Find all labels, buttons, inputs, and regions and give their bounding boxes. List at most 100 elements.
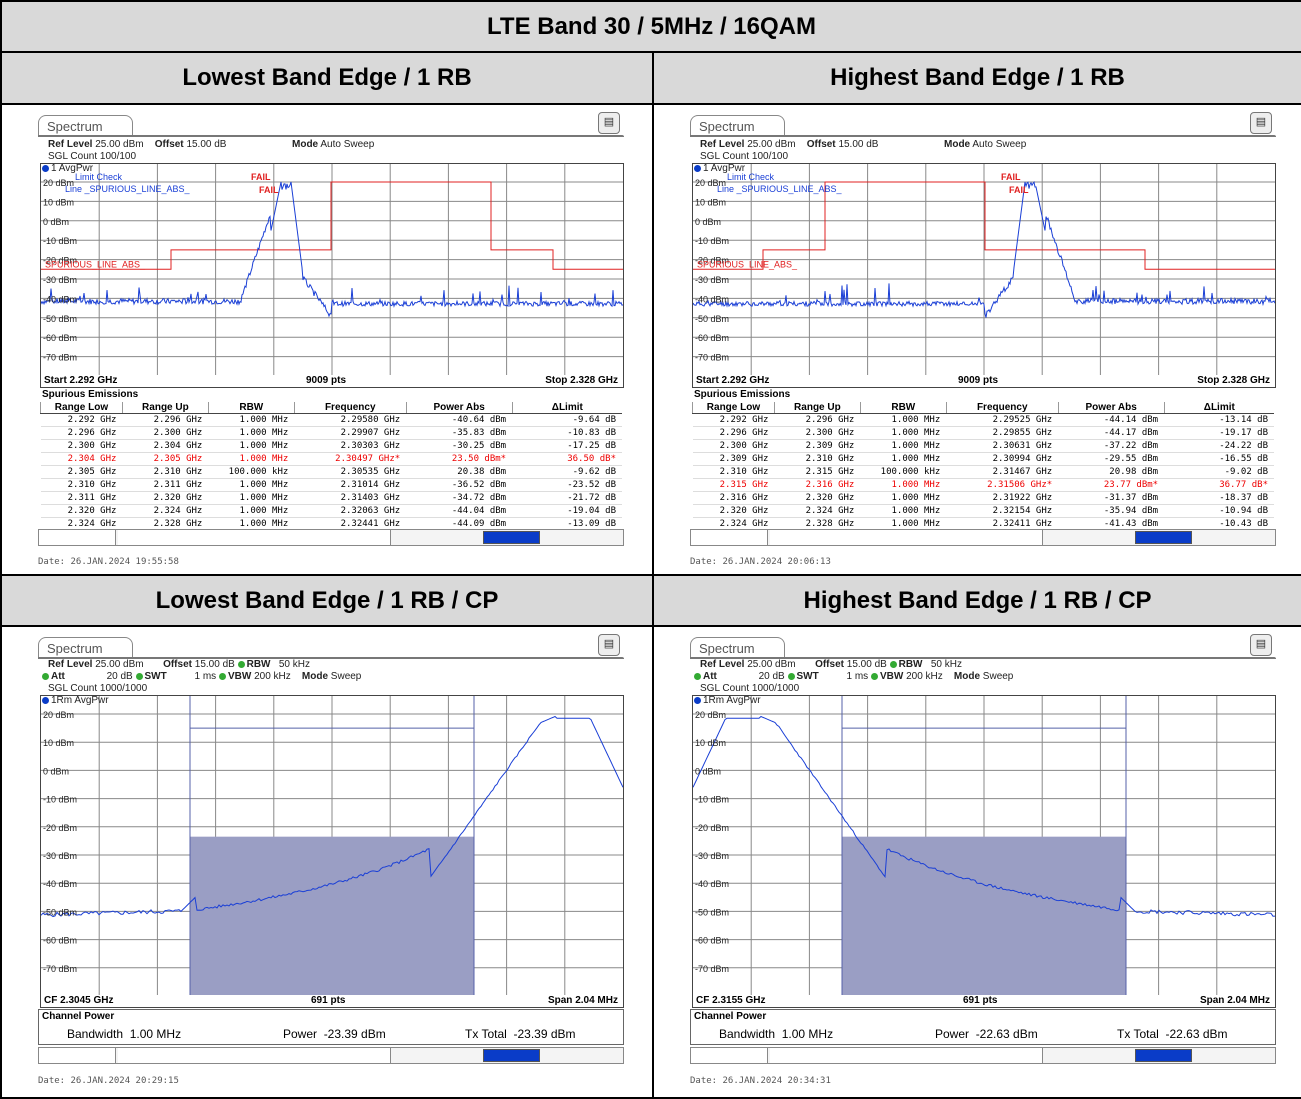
spectrum-svg: 20 dBm 10 dBm 0 dBm -10 dBm -20 dBm -30 dBm -4… [692, 164, 1276, 376]
y-tick-label: -30 dBm [695, 275, 729, 285]
channel-power-box: Channel Power Bandwidth 1.00 MHz Power -… [690, 1009, 1276, 1045]
spectrum-tab[interactable]: Spectrum [690, 637, 785, 659]
table-cell: 2.310 GHz [774, 452, 861, 466]
status-bar [38, 1047, 624, 1064]
spectrum-tab[interactable]: Spectrum [38, 637, 133, 659]
status-segment-1[interactable] [39, 530, 116, 545]
spectrum-plot[interactable]: 20 dBm 10 dBm 0 dBm -10 dBm -20 dBm -30 dBm -4… [692, 695, 1276, 997]
menu-icon[interactable]: ▤ [1250, 634, 1272, 656]
date-stamp: Date: 26.JAN.2024 20:29:15 [38, 1076, 179, 1086]
table-cell: -9.62 dB [512, 465, 622, 479]
panel-bl: Spectrum ▤ Ref Level 25.00 dBm Offset 15… [0, 625, 654, 1099]
status-segment-1[interactable] [691, 1048, 768, 1063]
y-tick-label: -30 dBm [695, 851, 729, 861]
table-row: 2.292 GHz 2.296 GHz 1.000 MHz 2.29525 GHz -4… [692, 413, 1274, 427]
fail-label: FAIL [1001, 172, 1021, 182]
menu-icon[interactable]: ▤ [1250, 112, 1272, 134]
y-tick-label: -10 dBm [43, 236, 77, 246]
limit-line-label: Line _SPURIOUS_LINE_ABS_ [65, 184, 191, 194]
y-tick-label: 20 dBm [43, 710, 74, 720]
trace-dot-icon [694, 696, 701, 704]
table-cell: -9.64 dB [512, 413, 622, 427]
caption-lowest-band-edge-cp: Lowest Band Edge / 1 RB / CP [155, 586, 499, 614]
table-cell: 2.296 GHz [774, 413, 861, 427]
ref-level-line: Ref Level 25.00 dBm Offset 15.00 dB RBW … [700, 659, 962, 670]
y-tick-label: -10 dBm [43, 795, 77, 805]
col-header: Power Abs [1057, 402, 1165, 414]
y-tick-label: -20 dBm [695, 256, 729, 266]
y-tick-label: 10 dBm [43, 738, 74, 748]
status-dot-icon [135, 672, 143, 680]
table-cell: 2.305 GHz [40, 465, 123, 479]
spurious-table: Range Low Range Up RBW Frequency Power Abs ΔL… [692, 402, 1274, 531]
table-row: 2.324 GHz 2.328 GHz 1.000 MHz 2.32411 GHz -4… [692, 517, 1274, 531]
status-segment-2[interactable] [770, 1048, 1043, 1063]
table-cell: 100.000 kHz [860, 465, 947, 479]
spurious-title: Spurious Emissions [694, 389, 791, 400]
y-tick-label: -30 dBm [43, 275, 77, 285]
table-cell: 2.300 GHz [692, 439, 775, 453]
table-cell: -10.94 dB [1164, 504, 1274, 518]
col-header: Range Low [692, 402, 775, 414]
spectrum-tab[interactable]: Spectrum [38, 115, 133, 137]
spectrum-tab[interactable]: Spectrum [690, 115, 785, 137]
trace-dot-icon [42, 696, 49, 704]
caption-highest-band-edge: Highest Band Edge / 1 RB [830, 64, 1125, 91]
table-cell: 2.311 GHz [40, 491, 123, 505]
status-segment-1[interactable] [39, 1048, 116, 1063]
bandwidth-readout: Bandwidth 1.00 MHz [719, 1027, 834, 1041]
panel-tl: Spectrum ▤ Ref Level 25.00 dBm Offset 15… [0, 103, 654, 576]
table-cell: 2.305 GHz [122, 452, 209, 466]
table-cell: 2.310 GHz [122, 465, 209, 479]
menu-icon[interactable]: ▤ [598, 112, 620, 134]
y-tick-label: -50 dBm [695, 907, 729, 917]
table-row: 2.305 GHz 2.310 GHz 100.000 kHz 2.30535 GHz… [40, 465, 622, 479]
spectrum-trace [692, 715, 1276, 917]
spurious-table: Range Low Range Up RBW Frequency Power Abs ΔL… [40, 402, 622, 531]
status-segment-2[interactable] [118, 1048, 391, 1063]
y-tick-label: -20 dBm [43, 823, 77, 833]
status-segment-1[interactable] [691, 530, 768, 545]
table-cell: -35.83 dBm [406, 426, 513, 440]
y-tick-label: -50 dBm [43, 314, 77, 324]
status-dot-icon [889, 660, 897, 668]
bandwidth-readout: Bandwidth 1.00 MHz [67, 1027, 182, 1041]
table-cell: 2.296 GHz [692, 426, 775, 440]
table-cell: 1.000 MHz [208, 426, 295, 440]
table-row: 2.304 GHz 2.305 GHz 1.000 MHz 2.30497 GHz* 2… [40, 452, 622, 466]
status-dot-icon [237, 660, 245, 668]
spectrum-plot[interactable]: 20 dBm 10 dBm 0 dBm -10 dBm -20 dBm -30 dBm -4… [40, 695, 624, 997]
table-cell: 23.77 dBm* [1058, 478, 1165, 492]
y-tick-label: 10 dBm [43, 197, 74, 207]
table-cell: 2.320 GHz [122, 491, 209, 505]
table-cell: -19.04 dB [512, 504, 622, 518]
spectrum-trace [40, 181, 624, 318]
y-tick-label: -30 dBm [43, 851, 77, 861]
status-segment-2[interactable] [118, 530, 391, 545]
table-cell: 2.31014 GHz [294, 478, 407, 492]
status-dot-icon [787, 672, 795, 680]
date-stamp: Date: 26.JAN.2024 20:34:31 [690, 1076, 831, 1086]
spectrum-plot[interactable]: 20 dBm 10 dBm 0 dBm -10 dBm -20 dBm -30 dBm -4… [40, 163, 624, 377]
date-stamp: Date: 26.JAN.2024 19:55:58 [38, 557, 179, 567]
y-tick-label: -10 dBm [695, 795, 729, 805]
table-cell: 2.296 GHz [40, 426, 123, 440]
table-cell: 2.309 GHz [774, 439, 861, 453]
channel-power-title: Channel Power [42, 1011, 115, 1022]
table-cell: -13.14 dB [1164, 413, 1274, 427]
trace-dot-icon [694, 164, 701, 172]
table-cell: 2.32063 GHz [294, 504, 407, 518]
ref-level-line: Ref Level 25.00 dBm Offset 15.00 dB [700, 139, 879, 150]
window-frame [38, 135, 624, 137]
status-segment-2[interactable] [770, 530, 1043, 545]
window-frame [690, 135, 1276, 137]
table-cell: -34.72 dBm [406, 491, 513, 505]
table-cell: 2.292 GHz [40, 413, 123, 427]
att-line: Att 20 dB SWT 1 ms VBW 200 kHz Mode Swee… [694, 671, 1013, 682]
date-stamp: Date: 26.JAN.2024 20:06:13 [690, 557, 831, 567]
table-cell: -24.22 dB [1164, 439, 1274, 453]
progress-indicator [1135, 531, 1192, 544]
x-axis-bar: Start 2.292 GHz 9009 pts Stop 2.328 GHz [692, 375, 1276, 388]
spectrum-plot[interactable]: 20 dBm 10 dBm 0 dBm -10 dBm -20 dBm -30 dBm -4… [692, 163, 1276, 377]
menu-icon[interactable]: ▤ [598, 634, 620, 656]
